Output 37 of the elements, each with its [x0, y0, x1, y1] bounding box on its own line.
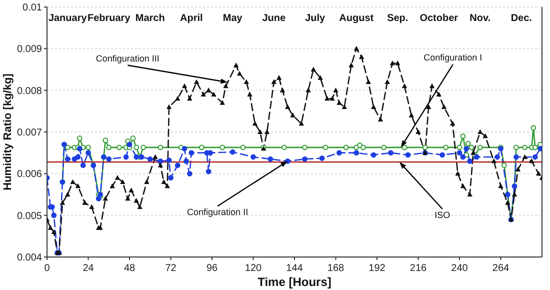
x-tick-label: 216 [410, 263, 428, 274]
annotation: Nov. [470, 13, 491, 24]
y-tick-label: 0.007 [16, 128, 42, 139]
text: Configuration I [424, 52, 482, 62]
annotation: February [87, 13, 131, 24]
annotation: Dec. [510, 13, 532, 24]
annotation: October [420, 13, 458, 24]
y-tick-label: 0.009 [16, 44, 42, 56]
y-axis-title: Humidity Ratio [kg/kg] [2, 73, 14, 190]
annotation: January [48, 13, 88, 24]
annotation: July [305, 13, 326, 24]
y-tick-label: 0.004 [16, 252, 42, 264]
x-tick-label: 120 [244, 263, 262, 274]
x-tick-label: 0 [44, 263, 50, 274]
text: Configuration II [187, 207, 248, 218]
y-tick-label: 0.01 [22, 2, 42, 14]
text: ISO [434, 210, 450, 220]
annotation: April [180, 13, 203, 24]
y-tick-label: 0.005 [16, 210, 42, 222]
annotation: May [222, 13, 243, 24]
x-tick-label: 48 [124, 263, 136, 274]
x-tick-label: 96 [206, 263, 218, 274]
x-axis-title: Time [Hours] [258, 275, 332, 289]
x-tick-label: 144 [286, 263, 304, 274]
text: Configuration III [96, 53, 160, 64]
x-tick-label: 240 [451, 263, 468, 274]
y-tick-label: 0.006 [16, 169, 42, 180]
annotation: August [339, 13, 374, 24]
annotation: Sep. [387, 13, 408, 24]
x-tick-label: 168 [327, 263, 345, 274]
annotation: June [262, 13, 286, 24]
x-tick-label: 24 [82, 263, 94, 274]
annotation: March [135, 13, 165, 24]
x-tick-label: 192 [368, 263, 386, 274]
x-tick-label: 264 [492, 263, 510, 274]
x-tick-label: 72 [165, 263, 177, 274]
y-tick-label: 0.008 [16, 86, 42, 97]
